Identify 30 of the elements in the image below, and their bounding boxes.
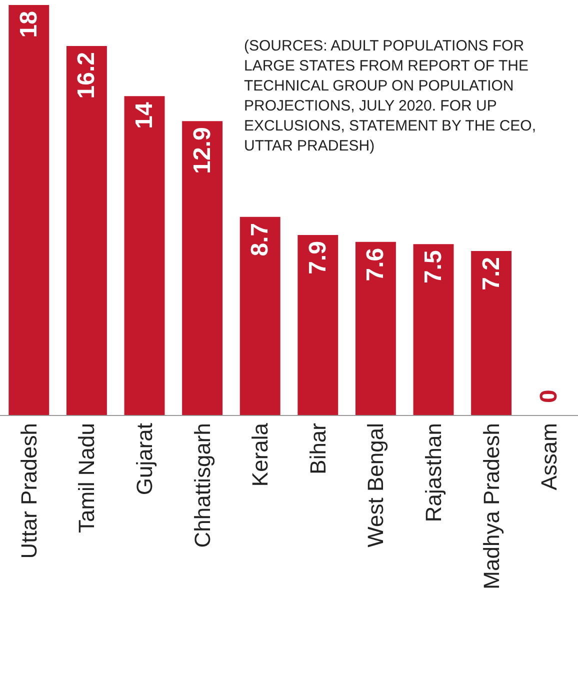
- bar: [471, 251, 512, 415]
- data-label: 12.9: [188, 127, 216, 174]
- bar: [8, 5, 50, 415]
- bar: [355, 242, 396, 415]
- annotation: (SOURCES: ADULT POPULATIONS FOR LARGE STATES FROM REPORT OF THE TECHNICAL GROUP ON POPULATION PROJECTIONS, JULY 2020. FOR UP EXCLUSIONS, STATEMENT BY THE CEO, UTTAR PRADESH): [244, 38, 540, 154]
- data-label: 8.7: [246, 222, 274, 256]
- bar: [413, 244, 454, 415]
- bar: [298, 235, 338, 415]
- bar: [66, 46, 107, 415]
- x-tick-label: Bihar: [305, 423, 330, 474]
- bar: [124, 96, 165, 415]
- x-tick-label: Gujarat: [132, 423, 157, 496]
- bar: [182, 121, 223, 415]
- x-tick-label: Chhattisgarh: [190, 423, 215, 548]
- data-label: 7.6: [362, 248, 390, 282]
- x-tick-label: Madhya Pradesh: [478, 423, 504, 590]
- x-tick-label: Rajasthan: [421, 423, 446, 522]
- bar: [240, 216, 280, 415]
- x-tick-label: Uttar Pradesh: [16, 423, 42, 559]
- x-tick-label: West Bengal: [363, 423, 388, 548]
- data-label: 16.2: [73, 52, 100, 99]
- x-tick-label: Assam: [536, 423, 562, 490]
- data-label: 7.2: [478, 257, 505, 290]
- data-label: 7.9: [304, 241, 332, 274]
- x-tick-label: Tamil Nadu: [74, 423, 100, 534]
- x-tick-label: Kerala: [248, 422, 273, 487]
- data-label: 7.5: [420, 250, 447, 284]
- data-label: 0: [536, 390, 563, 403]
- data-label: 14: [131, 101, 158, 129]
- data-label: 18: [15, 11, 42, 38]
